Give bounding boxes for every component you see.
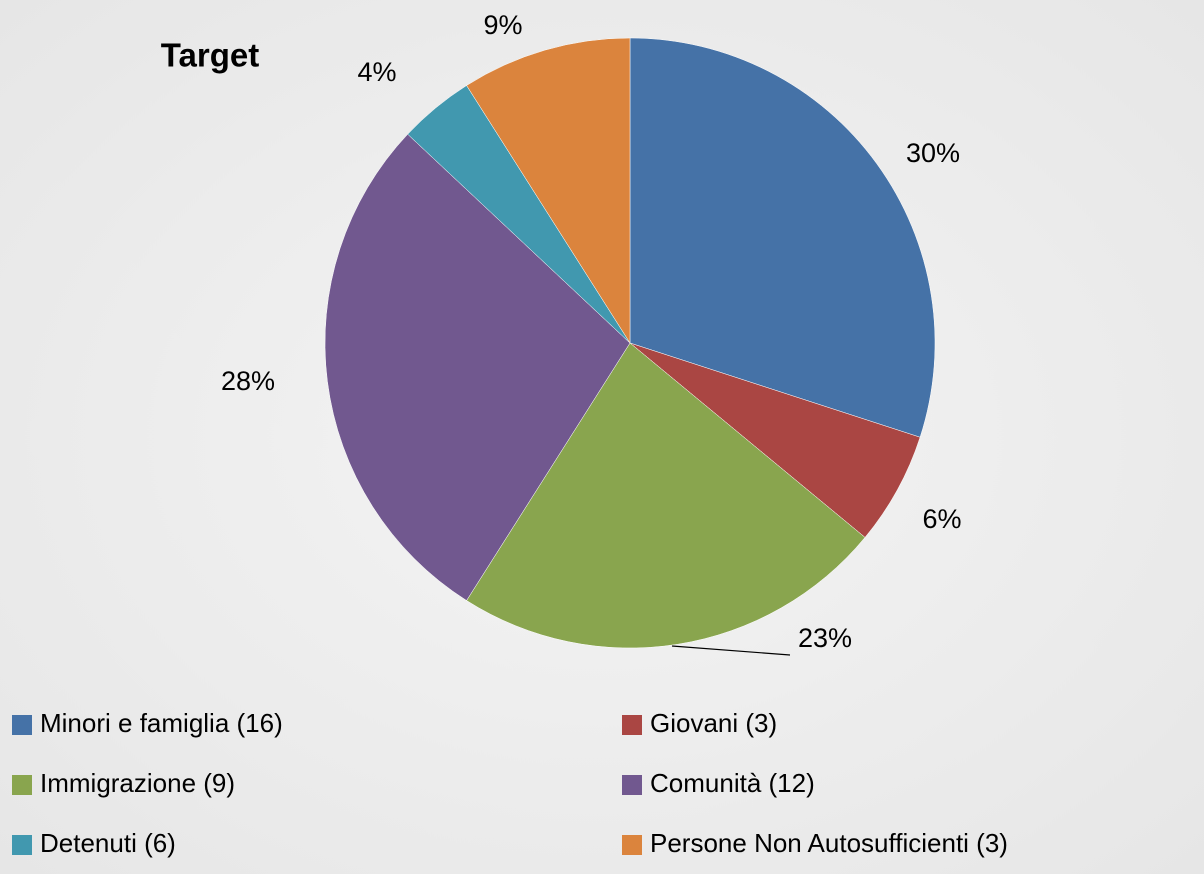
- legend-swatch: [12, 715, 32, 735]
- data-label: 23%: [798, 623, 852, 653]
- pie-slice: [324, 133, 631, 601]
- legend-label: Detenuti (6): [40, 828, 176, 858]
- legend-label: Comunità (12): [650, 768, 815, 798]
- legend-swatch: [622, 775, 642, 795]
- legend-swatch: [622, 715, 642, 735]
- legend-swatch: [12, 775, 32, 795]
- pie-slice: [466, 342, 866, 649]
- legend-swatch: [12, 835, 32, 855]
- data-label: 6%: [922, 504, 961, 534]
- data-label: 4%: [357, 57, 396, 87]
- chart-title: Target: [161, 37, 259, 74]
- legend-swatch: [622, 835, 642, 855]
- data-label: 28%: [221, 366, 275, 396]
- legend-label: Immigrazione (9): [40, 768, 235, 798]
- leader-line: [671, 645, 791, 656]
- pie-slice: [629, 37, 936, 438]
- legend-label: Giovani (3): [650, 708, 777, 738]
- pie-slice: [466, 37, 631, 344]
- data-label: 9%: [483, 10, 522, 40]
- legend-label: Persone Non Autosufficienti (3): [650, 828, 1008, 858]
- data-label: 30%: [906, 138, 960, 168]
- legend-label: Minori e famiglia (16): [40, 708, 283, 738]
